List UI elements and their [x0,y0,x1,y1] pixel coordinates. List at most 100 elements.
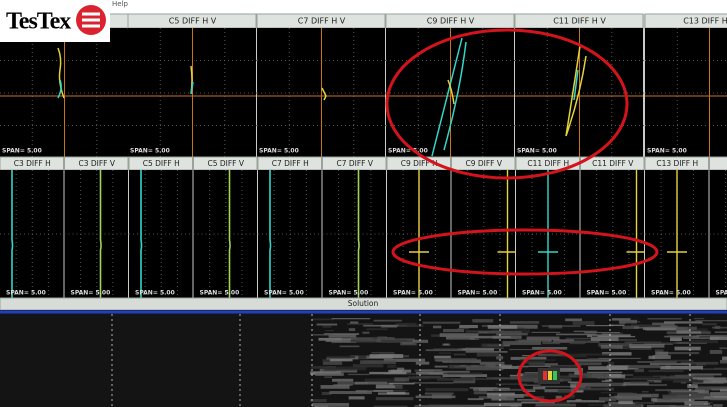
strip-title: C7 DIFF V [336,159,373,168]
cscan-noise [400,342,416,346]
cscan-noise [710,395,727,396]
cscan-noise [618,400,633,404]
span-label: SPAN= 5.00 [517,148,557,155]
cscan-noise [681,382,686,383]
cscan-noise [315,373,344,376]
strip-title: C13 DIFF H [656,159,698,168]
cscan-noise [533,386,545,389]
strip-title: C7 DIFF H [272,159,309,168]
menu-item[interactable]: Help [112,0,129,8]
cscan-noise [435,366,448,368]
cscan-noise [414,382,454,384]
cscan-noise [369,372,406,374]
cscan-noise [623,378,663,380]
cscan-noise [502,341,541,345]
span-label: SPAN= 5.00 [393,290,433,297]
span-label: SPAN= 5.00 [587,290,627,297]
cscan-noise [628,365,660,368]
span-label: SPAN= 5.00 [2,148,42,155]
span-label: SPAN= 5.00 [264,290,304,297]
cscan-noise [312,319,334,321]
cscan-noise [313,334,333,335]
cscan-noise [608,362,614,366]
cscan-noise [591,337,619,341]
cscan-noise [350,337,393,338]
cscan-noise [650,363,691,365]
cscan-noise [459,325,478,328]
cscan-noise [710,397,727,400]
cscan-noise [664,336,699,338]
cscan-noise [702,323,717,325]
cscan-noise [493,389,534,391]
cscan-noise [653,376,666,377]
cscan-noise [660,342,677,344]
cscan-noise [460,365,466,366]
cscan-noise [611,325,624,326]
cscan-noise [587,372,622,373]
cscan-noise [491,398,514,400]
cscan-noise [477,353,499,357]
span-label: SPAN= 5.00 [716,290,727,297]
cscan-noise [485,364,495,367]
cscan-noise [312,403,349,407]
cscan-noise [468,398,484,400]
span-label: SPAN= 5.00 [130,148,170,155]
cscan-noise [472,319,493,322]
cscan-noise [324,376,332,377]
logo-text: TesTex [6,9,71,35]
panel-title: C5 DIFF H V [169,17,217,26]
cscan-noise [527,337,560,341]
cscan-noise [311,366,336,369]
cscan-noise [333,384,353,385]
cscan-noise [688,373,721,375]
cscan-noise [536,404,577,407]
cscan-noise [496,356,503,359]
cscan-noise [691,330,709,332]
cscan-noise [602,380,609,382]
panel-title: C11 DIFF H V [553,17,606,26]
span-label: SPAN= 5.00 [135,290,175,297]
cscan-noise [371,352,394,353]
span-label: SPAN= 5.00 [6,290,46,297]
cscan-noise [649,370,684,372]
signal-trace [230,170,231,298]
span-label: SPAN= 5.00 [388,148,428,155]
cscan-noise [697,335,727,336]
cscan-noise [630,381,654,383]
cscan-noise [433,326,441,329]
span-label: SPAN= 5.00 [651,290,691,297]
cscan-noise [715,326,721,329]
cscan-noise [366,328,387,330]
span-label: SPAN= 5.00 [458,290,498,297]
cscan-noise [332,379,353,382]
cscan-noise [701,368,727,370]
cscan-noise [389,383,414,385]
cscan-noise [542,341,560,344]
cscan-noise [478,331,522,334]
cscan-noise [577,388,614,391]
strip-title: C9 DIFF V [465,159,502,168]
cscan-noise [310,399,327,402]
cscan-noise [374,320,402,322]
cscan-noise [710,336,727,340]
panel-title: C7 DIFF H V [298,17,346,26]
cscan-noise [663,397,671,400]
strip-title: C3 DIFF V [78,159,115,168]
cscan-noise [348,374,369,375]
cscan-noise [434,348,460,349]
cscan-noise [618,393,637,395]
cscan-noise [466,351,508,353]
cscan-noise [435,358,477,361]
solution-title: Solution [348,299,379,308]
cscan-noise [635,369,644,372]
cscan-noise [340,345,360,347]
cscan-noise [720,389,727,391]
defect-pixel [543,371,547,380]
cscan-noise [686,401,708,403]
cscan-noise [629,344,664,348]
cscan-noise [353,364,383,367]
cscan-noise [599,358,641,359]
cscan-noise [654,360,693,362]
cscan-noise [317,324,338,326]
cscan-noise [660,366,703,370]
